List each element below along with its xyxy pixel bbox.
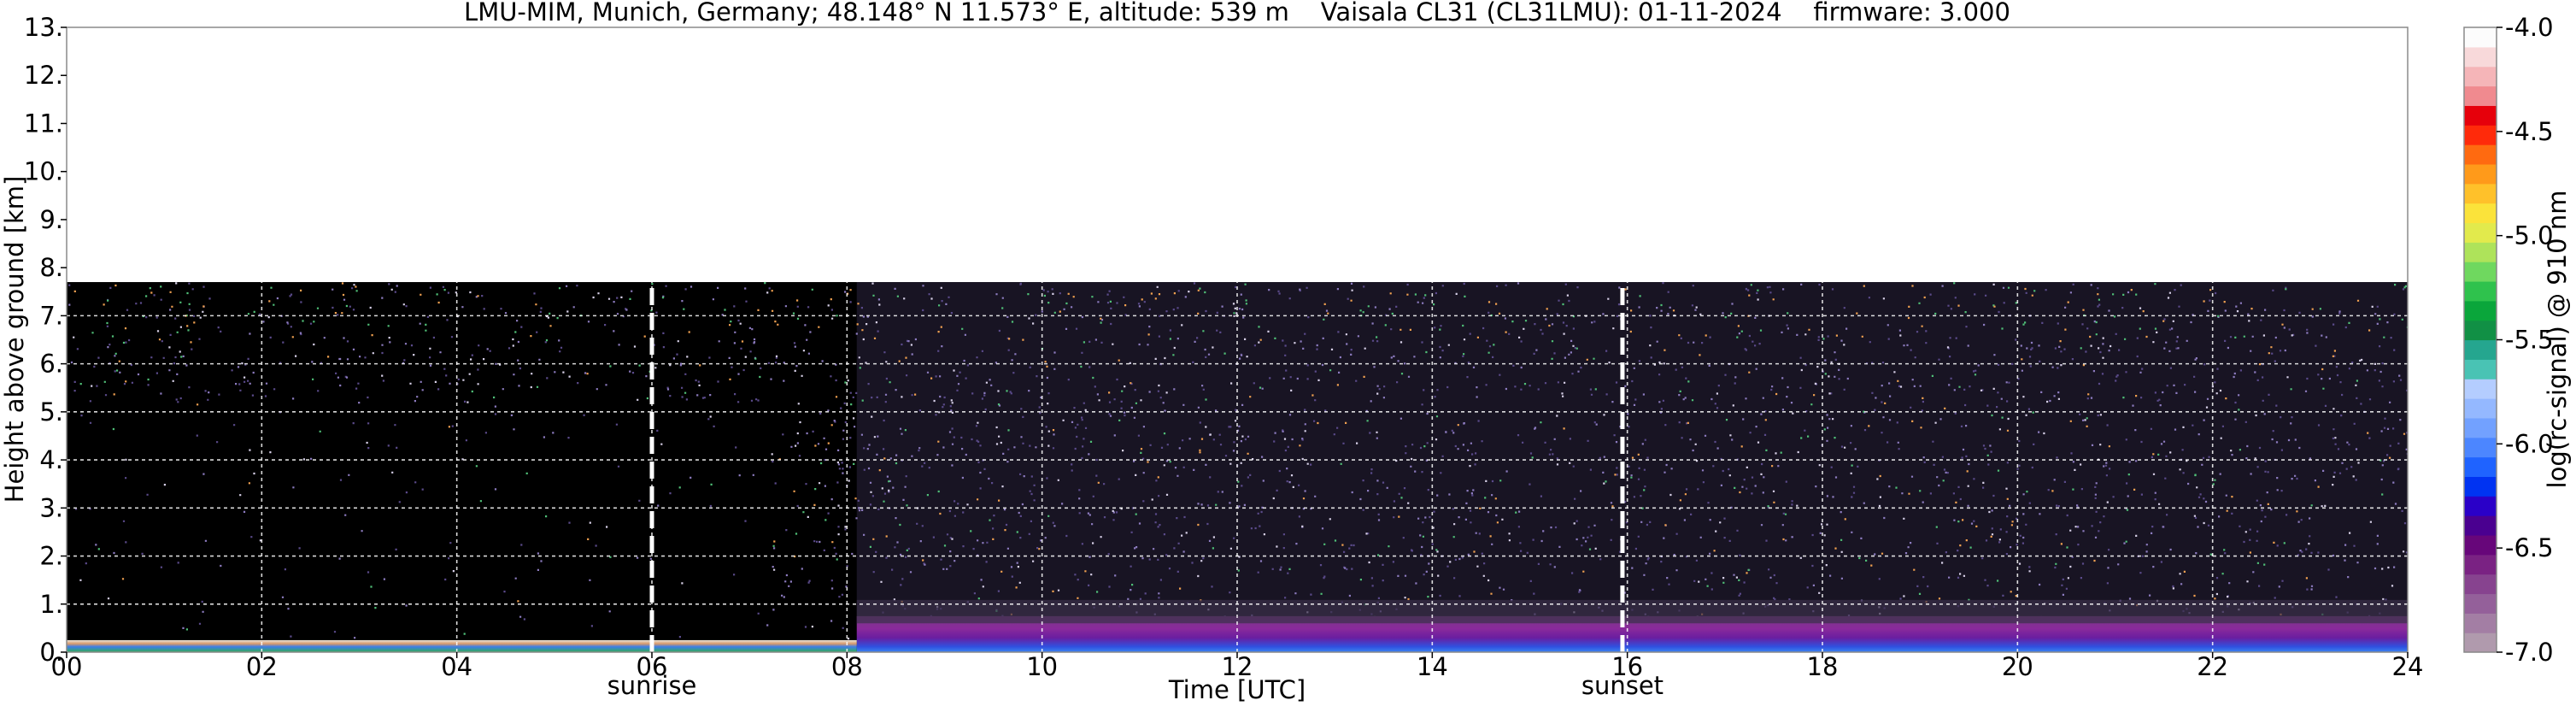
grid-lines bbox=[67, 27, 2408, 652]
noise-tint-region bbox=[856, 282, 2408, 616]
x-axis-ticks: 00 02 04 06 08 10 12 14 16 18 20 22 24 bbox=[51, 652, 2424, 681]
y-axis-ticks: 0. 1. 2. 3. 4. 5. 6. 7. 8. 9. 10. 11. 12. 13. bbox=[24, 13, 67, 667]
colorbar-label: log(rc-signal) @ 910 nm bbox=[2543, 191, 2572, 489]
colorbar-segment bbox=[2464, 300, 2497, 321]
colorbar-segment bbox=[2464, 534, 2497, 556]
colorbar-tick-label: -6.5 bbox=[2505, 533, 2554, 562]
sun-marker-label: sunrise bbox=[607, 671, 697, 700]
colorbar-tick-label: -4.5 bbox=[2505, 117, 2554, 146]
noise-speckles bbox=[68, 282, 2408, 642]
x-tick-label: 16 bbox=[1611, 652, 1643, 681]
colorbar-segment bbox=[2464, 280, 2497, 302]
colorbar-tick-label: -6.0 bbox=[2505, 429, 2554, 458]
boundary-layer-top-noise bbox=[856, 599, 2408, 624]
colorbar-segment bbox=[2464, 144, 2497, 165]
x-axis-label: Time [UTC] bbox=[1168, 675, 1306, 704]
x-tick-label: 06 bbox=[637, 652, 668, 681]
x-tick-label: 22 bbox=[2197, 652, 2228, 681]
colorbar-segment bbox=[2464, 496, 2497, 516]
colorbar-segment bbox=[2464, 574, 2497, 595]
colorbar-segment bbox=[2464, 417, 2497, 438]
colorbar-segment bbox=[2464, 437, 2497, 458]
y-tick-label: 9. bbox=[39, 205, 63, 234]
y-tick-label: 6. bbox=[39, 350, 63, 379]
colorbar-segment bbox=[2464, 105, 2497, 126]
colorbar-tick-label: -4.0 bbox=[2505, 13, 2554, 42]
y-tick-label: 12. bbox=[24, 61, 63, 90]
y-tick-label: 3. bbox=[39, 493, 63, 522]
y-tick-label: 7. bbox=[39, 301, 63, 330]
x-tick-label: 00 bbox=[51, 652, 83, 681]
colorbar-segment bbox=[2464, 339, 2497, 360]
colorbar-segment bbox=[2464, 515, 2497, 536]
y-tick-label: 13. bbox=[24, 13, 63, 42]
sun-markers bbox=[649, 282, 1625, 652]
colorbar-segment bbox=[2464, 183, 2497, 204]
x-tick-label: 10 bbox=[1026, 652, 1058, 681]
y-axis-label: Height above ground [km] bbox=[0, 176, 29, 503]
colorbar-segment bbox=[2464, 632, 2497, 653]
y-tick-label: 4. bbox=[39, 445, 63, 474]
x-tick-label: 24 bbox=[2392, 652, 2424, 681]
colorbar-tick-label: -7.0 bbox=[2505, 638, 2554, 667]
plot-area bbox=[67, 27, 2408, 652]
colorbar-segment bbox=[2464, 125, 2497, 145]
sun-marker-label: sunset bbox=[1581, 671, 1664, 700]
y-tick-label: 11. bbox=[24, 109, 63, 138]
surface-layer bbox=[67, 639, 857, 652]
colorbar-segment bbox=[2464, 27, 2497, 48]
x-tick-label: 02 bbox=[246, 652, 278, 681]
colorbar-segment bbox=[2464, 66, 2497, 87]
x-tick-label: 14 bbox=[1417, 652, 1448, 681]
noise-speckle-group bbox=[68, 282, 2408, 642]
colorbar-segment bbox=[2464, 163, 2497, 185]
colorbar-segment bbox=[2464, 262, 2497, 282]
colorbar-segment bbox=[2464, 359, 2497, 379]
sun-marker-labels: sunrise sunset bbox=[607, 671, 1664, 700]
colorbar-segment bbox=[2464, 379, 2497, 399]
colorbar-tick-label: -5.5 bbox=[2505, 326, 2554, 355]
colorbar bbox=[2464, 27, 2497, 653]
colorbar-segment bbox=[2464, 320, 2497, 341]
colorbar-segment bbox=[2464, 613, 2497, 633]
colorbar-segment bbox=[2464, 398, 2497, 419]
colorbar-segment bbox=[2464, 476, 2497, 497]
x-tick-label: 18 bbox=[1807, 652, 1839, 681]
x-tick-label: 08 bbox=[831, 652, 863, 681]
y-tick-label: 2. bbox=[39, 542, 63, 571]
chart-title: LMU-MIM, Munich, Germany; 48.148° N 11.5… bbox=[464, 0, 2010, 26]
y-tick-label: 0. bbox=[39, 638, 63, 667]
y-tick-label: 10. bbox=[24, 157, 63, 186]
colorbar-segment bbox=[2464, 203, 2497, 224]
x-tick-label: 20 bbox=[2002, 652, 2033, 681]
colorbar-segment bbox=[2464, 593, 2497, 614]
colorbar-ticks: -7.0 -6.5 -6.0 -5.5 -5.0 -4.5 -4.0 bbox=[2497, 13, 2554, 667]
x-tick-label: 12 bbox=[1222, 652, 1253, 681]
y-tick-label: 5. bbox=[39, 397, 63, 427]
colorbar-segment bbox=[2464, 456, 2497, 478]
y-tick-label: 1. bbox=[39, 590, 63, 619]
colorbar-segment bbox=[2464, 222, 2497, 243]
colorbar-segment bbox=[2464, 46, 2497, 68]
colorbar-segment bbox=[2464, 554, 2497, 575]
colorbar-segment bbox=[2464, 242, 2497, 262]
colorbar-segment bbox=[2464, 85, 2497, 106]
x-tick-label: 04 bbox=[441, 652, 472, 681]
y-tick-label: 8. bbox=[39, 253, 63, 282]
colorbar-tick-label: -5.0 bbox=[2505, 221, 2554, 250]
